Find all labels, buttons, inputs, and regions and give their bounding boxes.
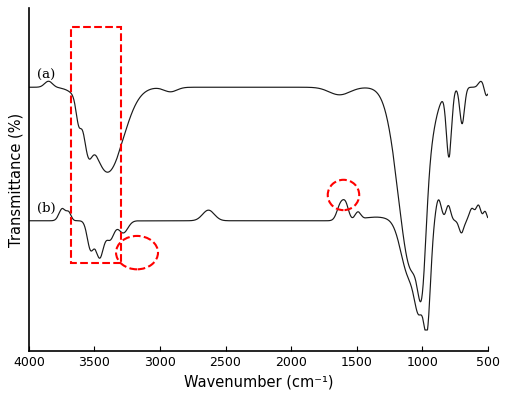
X-axis label: Wavenumber (cm⁻¹): Wavenumber (cm⁻¹): [183, 375, 333, 390]
Text: (a): (a): [37, 68, 55, 82]
Y-axis label: Transmittance (%): Transmittance (%): [8, 113, 23, 247]
Text: (b): (b): [37, 202, 55, 215]
